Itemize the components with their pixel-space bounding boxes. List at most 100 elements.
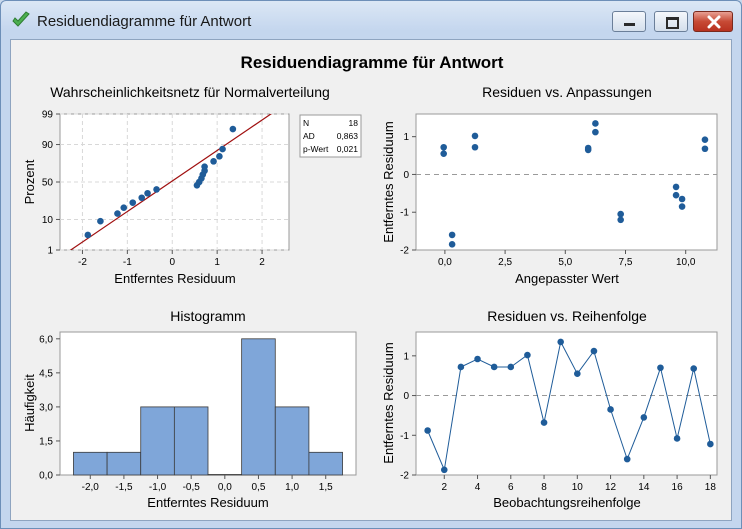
data-point xyxy=(507,363,515,371)
fits-plot-marks: 0,0 2,5 5,0 7,5 10,0 -2 -1 0 1 xyxy=(400,120,717,268)
x-tick-label: 7,5 xyxy=(619,257,633,268)
legend-key: p-Wert xyxy=(303,144,329,154)
minimize-button[interactable] xyxy=(612,11,646,32)
x-tick-label: 16 xyxy=(672,482,684,493)
x-tick-label: 4 xyxy=(475,482,481,493)
histogram-bar xyxy=(274,406,310,476)
data-point xyxy=(690,365,698,372)
data-point xyxy=(672,191,680,199)
histogram-bar xyxy=(173,406,209,476)
main-title: Residuendiagramme für Antwort xyxy=(241,53,504,72)
minimize-icon xyxy=(624,23,635,26)
data-point xyxy=(678,203,686,210)
data-point xyxy=(524,351,531,359)
x-tick-label: 2 xyxy=(259,257,265,268)
close-button[interactable] xyxy=(693,11,733,32)
x-tick-label: 8 xyxy=(541,482,547,493)
histogram-bar xyxy=(73,451,108,476)
x-tick-label: -2 xyxy=(78,257,87,268)
data-point xyxy=(114,210,121,217)
normal-plot-ylabel: Prozent xyxy=(22,159,37,204)
x-tick-label: -2,0 xyxy=(82,482,100,493)
data-point xyxy=(474,355,481,363)
data-point xyxy=(592,120,599,127)
x-tick-label: 6 xyxy=(508,482,514,493)
x-tick-label: 10 xyxy=(572,482,584,493)
y-tick-label: 1 xyxy=(403,351,409,362)
y-tick-label: 90 xyxy=(42,140,54,151)
window-title: Residuendiagramme für Antwort xyxy=(37,13,252,30)
y-tick-label: -1 xyxy=(400,431,409,442)
normal-plot-marks: -2 -1 0 1 2 1 10 50 90 99 xyxy=(42,110,289,268)
data-point xyxy=(574,370,581,378)
residual-plots: Residuendiagramme für Antwort Wahrschein… xyxy=(22,53,718,510)
data-point xyxy=(540,419,548,426)
data-point xyxy=(97,217,104,225)
x-tick-label: -1,5 xyxy=(115,482,133,493)
data-point xyxy=(701,136,709,143)
y-tick-label: 10 xyxy=(42,215,54,226)
x-tick-label: -0,5 xyxy=(183,482,201,493)
data-point xyxy=(707,440,714,448)
x-tick-label: 5,0 xyxy=(558,257,572,268)
data-point xyxy=(440,466,448,474)
title-bar[interactable]: Residuendiagramme für Antwort xyxy=(1,1,741,39)
y-tick-label: 1 xyxy=(403,132,409,143)
y-tick-label: 4,5 xyxy=(39,368,53,379)
close-icon xyxy=(707,15,721,29)
legend-key: AD xyxy=(303,131,315,141)
histogram-bar xyxy=(140,406,175,476)
order-plot-area xyxy=(415,331,718,476)
normal-plot-legend: N 18 AD 0,863 p-Wert 0,021 xyxy=(299,114,362,158)
histogram-bar xyxy=(308,451,343,476)
data-point xyxy=(216,153,223,160)
x-tick-label: 18 xyxy=(705,482,717,493)
legend-value: 0,863 xyxy=(337,131,359,141)
data-point xyxy=(138,194,146,202)
data-point xyxy=(424,427,431,434)
data-point xyxy=(471,132,479,140)
data-point xyxy=(440,143,447,151)
y-tick-label: 0 xyxy=(403,170,409,181)
fits-plot-area xyxy=(415,113,718,251)
order-plot-xlabel: Beobachtungsreihenfolge xyxy=(493,495,640,510)
data-point xyxy=(607,406,614,413)
order-plot-marks: 2 4 6 8 10 12 14 16 18 -2 -1 0 1 xyxy=(400,338,717,493)
data-point xyxy=(448,241,456,248)
data-point xyxy=(201,163,208,170)
data-point xyxy=(120,204,128,211)
data-point xyxy=(623,455,631,463)
data-point xyxy=(701,145,709,153)
data-point xyxy=(592,128,599,136)
data-point xyxy=(584,146,592,154)
checkmark-icon xyxy=(12,11,30,27)
y-tick-label: 1 xyxy=(47,246,53,257)
data-point xyxy=(672,183,680,191)
data-point xyxy=(640,414,648,421)
x-tick-label: 0 xyxy=(169,257,175,268)
fits-plot-xlabel: Angepasster Wert xyxy=(515,271,619,286)
x-tick-label: 12 xyxy=(605,482,617,493)
data-point xyxy=(153,186,160,193)
normal-plot-title: Wahrscheinlichkeitsnetz für Normalvertei… xyxy=(50,84,330,100)
x-tick-label: 2 xyxy=(441,482,447,493)
y-tick-label: 0,0 xyxy=(39,471,53,482)
fit-line xyxy=(69,114,272,250)
data-point xyxy=(617,210,624,218)
order-plot-title: Residuen vs. Reihenfolge xyxy=(487,308,647,324)
x-tick-label: 0,0 xyxy=(438,257,452,268)
data-point xyxy=(657,364,664,372)
data-point xyxy=(678,195,686,203)
histogram-bar xyxy=(207,474,243,476)
legend-value: 18 xyxy=(349,118,359,128)
histogram-ylabel: Häufigkeit xyxy=(22,374,37,432)
data-point xyxy=(219,145,226,153)
x-tick-label: 10,0 xyxy=(676,257,696,268)
data-point xyxy=(557,338,564,346)
order-plot-ylabel: Entferntes Residuum xyxy=(381,342,396,463)
x-tick-label: -1,0 xyxy=(149,482,167,493)
x-tick-label: 1 xyxy=(214,257,220,268)
data-point xyxy=(229,125,237,133)
maximize-button[interactable] xyxy=(654,11,688,32)
y-tick-label: -1 xyxy=(400,208,409,219)
